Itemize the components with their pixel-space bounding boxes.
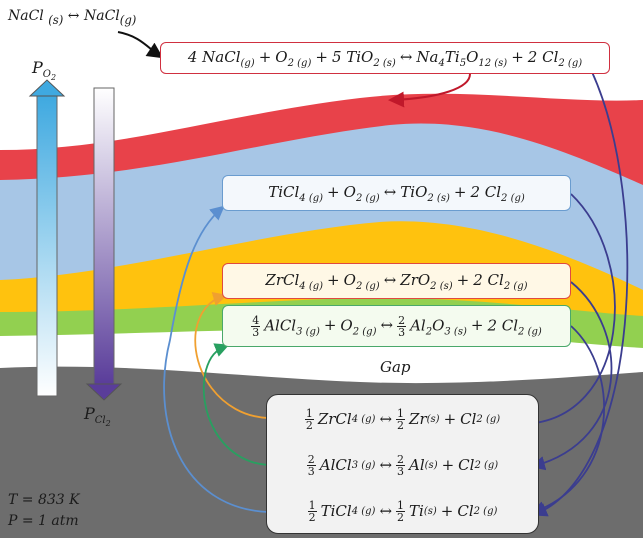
cl2-arrow-al — [530, 325, 605, 515]
ticl4-arrow — [163, 205, 269, 513]
na-titanate-equation-box: 4 NaCl(g) + O2 (g) +5 TiO2 (s) ↔ Na4Ti5O12 (s… — [160, 42, 610, 74]
cl2-arrow-zr — [530, 281, 613, 471]
pressure-label: P = 1 atm — [8, 513, 79, 529]
nacl-phase-reaction: NaCl (s) ↔ NaCl(g) — [8, 8, 137, 27]
pcl2-label: PCl2 — [84, 404, 111, 429]
temperature-label: T = 833 K — [8, 492, 80, 508]
po2-label: PO2 — [32, 58, 57, 83]
alcl3-arrow — [202, 343, 269, 466]
zrcl4-arrow — [194, 292, 269, 419]
ti-reduction-equation: 1 2 TiCl 4 (g) ↔ 1 2 Ti (s) + Cl 2 (g) — [307, 498, 498, 524]
tio2-equation: TiCl4 (g) + O2 (g) ↔ TiO2 (s) +2 Cl2 (g) — [268, 182, 525, 204]
al2o3-equation: 4 3 AlCl3 (g) + O2 (g) ↔ 2 3 Al2O3 (s) +2 Cl2 (g) — [251, 313, 542, 339]
pcl2-arrow — [85, 87, 123, 401]
zro2-equation-box: ZrCl4 (g) + O2 (g) ↔ ZrO2 (s) +2 Cl2 (g) — [222, 263, 571, 299]
zro2-equation: ZrCl4 (g) + O2 (g) ↔ ZrO2 (s) +2 Cl2 (g) — [265, 270, 528, 292]
cl2-arrow-ti — [520, 193, 616, 431]
al2o3-equation-box: 4 3 AlCl3 (g) + O2 (g) ↔ 2 3 Al2O3 (s) +2 Cl2 (g) — [222, 305, 571, 347]
gap-label: Gap — [380, 358, 411, 376]
na-titanate-equation: 4 NaCl(g) + O2 (g) +5 TiO2 (s) ↔ Na4Ti5O12 (s… — [187, 47, 583, 69]
nacl-connector-arrow — [117, 31, 164, 59]
tio2-equation-box: TiCl4 (g) + O2 (g) ↔ TiO2 (s) +2 Cl2 (g) — [222, 175, 571, 211]
cl2-arrow-na-to-ti — [532, 71, 629, 517]
na-deposit-arrow — [388, 73, 471, 108]
zr-reduction-equation: 1 2 ZrCl 4 (g) ↔ 1 2 Zr (s) + Cl 2 (g) — [304, 406, 501, 432]
al-reduction-equation: 2 3 AlCl 3 (g) ↔ 2 3 Al (s) + Cl 2 (g) — [306, 452, 499, 478]
po2-arrow — [28, 79, 66, 397]
